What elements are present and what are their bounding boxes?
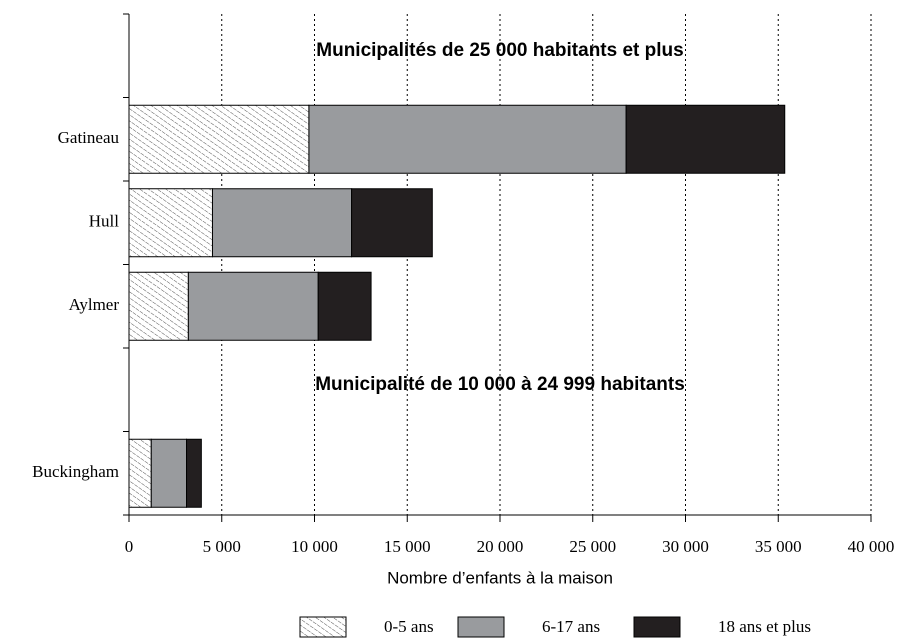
bar <box>128 438 152 508</box>
annotation: Municipalités de 25 000 habitants et plu… <box>316 40 683 61</box>
bar <box>317 271 372 341</box>
x-axis-label: Nombre d’enfants à la maison <box>387 568 613 587</box>
x-tick-label: 15 000 <box>384 537 431 556</box>
bar <box>187 271 319 341</box>
legend-swatch <box>633 616 681 638</box>
bar <box>186 438 202 508</box>
bar <box>128 271 189 341</box>
y-tick-label: Aylmer <box>69 295 120 314</box>
x-tick-label: 40 000 <box>848 537 895 556</box>
x-tick-label: 30 000 <box>662 537 709 556</box>
legend-label: 18 ans et plus <box>718 617 811 636</box>
bar <box>150 438 188 508</box>
bar <box>308 104 627 174</box>
legend-swatch <box>457 616 505 638</box>
legend-swatch <box>299 616 347 638</box>
x-tick-label: 5 000 <box>203 537 241 556</box>
x-tick-label: 10 000 <box>291 537 338 556</box>
x-tick-label: 0 <box>125 537 134 556</box>
bar <box>128 104 310 174</box>
annotation: Municipalité de 10 000 à 24 999 habitant… <box>315 374 685 395</box>
legend-label: 6-17 ans <box>542 617 600 636</box>
y-tick-label: Buckingham <box>32 462 119 481</box>
x-tick-label: 25 000 <box>569 537 616 556</box>
x-tick-label: 20 000 <box>477 537 524 556</box>
bar <box>128 188 213 258</box>
bar <box>351 188 433 258</box>
bar <box>211 188 353 258</box>
legend-label: 0-5 ans <box>384 617 434 636</box>
y-tick-label: Gatineau <box>58 128 120 147</box>
x-tick-label: 35 000 <box>755 537 802 556</box>
y-tick-label: Hull <box>89 212 120 231</box>
bar <box>625 104 786 174</box>
